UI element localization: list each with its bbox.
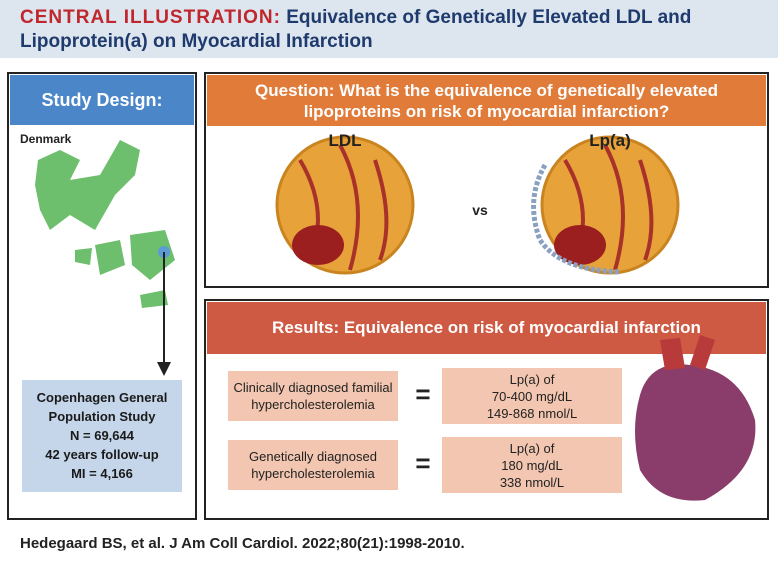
question-text: Question: What is the equivalence of gen… bbox=[207, 80, 766, 122]
question-line: lipoproteins on risk of myocardial infar… bbox=[303, 102, 670, 121]
row-right-box bbox=[442, 437, 622, 493]
ldl-apob bbox=[292, 225, 344, 265]
row-left: Genetically diagnosed hypercholesterolemi… bbox=[228, 440, 398, 490]
row-relation: = bbox=[415, 379, 431, 409]
citation: Hedegaard BS, et al. J Am Coll Cardiol. … bbox=[20, 535, 465, 552]
row-right-line: Lp(a) of bbox=[509, 440, 555, 456]
cohort-line: Population Study bbox=[48, 409, 156, 424]
map bbox=[35, 140, 140, 230]
row-left-box bbox=[228, 371, 398, 421]
row-left-line: Clinically diagnosed familial bbox=[233, 380, 393, 395]
map-label: Denmark bbox=[20, 132, 72, 146]
row-left-line: hypercholesterolemia bbox=[251, 466, 375, 481]
row-right: Lp(a) of 180 mg/dL 338 nmol/L bbox=[442, 437, 622, 493]
header-bar bbox=[0, 0, 778, 58]
row-left-line: hypercholesterolemia bbox=[251, 397, 375, 412]
study-title: Study Design: bbox=[41, 90, 163, 110]
question-header bbox=[207, 75, 766, 126]
cohort-box bbox=[22, 380, 182, 492]
map-islands bbox=[75, 230, 175, 308]
study-header bbox=[10, 75, 194, 125]
question-line: Question: What is the equivalence of gen… bbox=[255, 81, 718, 100]
row-right-line: Lp(a) of bbox=[509, 371, 555, 387]
row-right-line: 70-400 mg/dL bbox=[491, 388, 573, 404]
cohort-line: 42 years follow-up bbox=[45, 447, 159, 462]
row-right: Lp(a) of 70-400 mg/dL 149-868 nmol/L bbox=[442, 368, 622, 424]
vs-label: vs bbox=[472, 202, 488, 218]
lpa-label: Lp(a) bbox=[589, 131, 631, 150]
row-left: Clinically diagnosed familial hypercholes… bbox=[228, 371, 398, 421]
lpa-apoa bbox=[531, 163, 621, 275]
heart-vessels bbox=[660, 335, 715, 370]
cohort-line: Copenhagen General bbox=[36, 390, 168, 405]
header-label: CENTRAL ILLUSTRATION: bbox=[20, 7, 281, 28]
ldl-label: LDL bbox=[328, 131, 362, 150]
results-title: Results: Equivalence on risk of myocardi… bbox=[272, 318, 701, 337]
row-right-line: 338 nmol/L bbox=[499, 474, 565, 490]
row-left-box bbox=[228, 440, 398, 490]
row-relation: = bbox=[415, 448, 431, 478]
header: CENTRAL ILLUSTRATION: Equivalence of Gen… bbox=[20, 6, 770, 54]
cohort-text: Copenhagen General Population Study N = 69… bbox=[22, 388, 182, 483]
heart bbox=[635, 364, 756, 501]
arrow-head bbox=[157, 362, 171, 376]
row-right-line: 149-868 nmol/L bbox=[486, 405, 578, 421]
row-left-line: Genetically diagnosed bbox=[249, 449, 377, 464]
lpa-apob bbox=[554, 225, 606, 265]
row-right-box bbox=[442, 368, 622, 424]
cohort-line: MI = 4,166 bbox=[71, 466, 133, 481]
header-title: Equivalence of Genetically Elevated LDL … bbox=[20, 7, 692, 52]
row-right-line: 180 mg/dL bbox=[501, 457, 563, 473]
cohort-line: N = 69,644 bbox=[70, 428, 134, 443]
